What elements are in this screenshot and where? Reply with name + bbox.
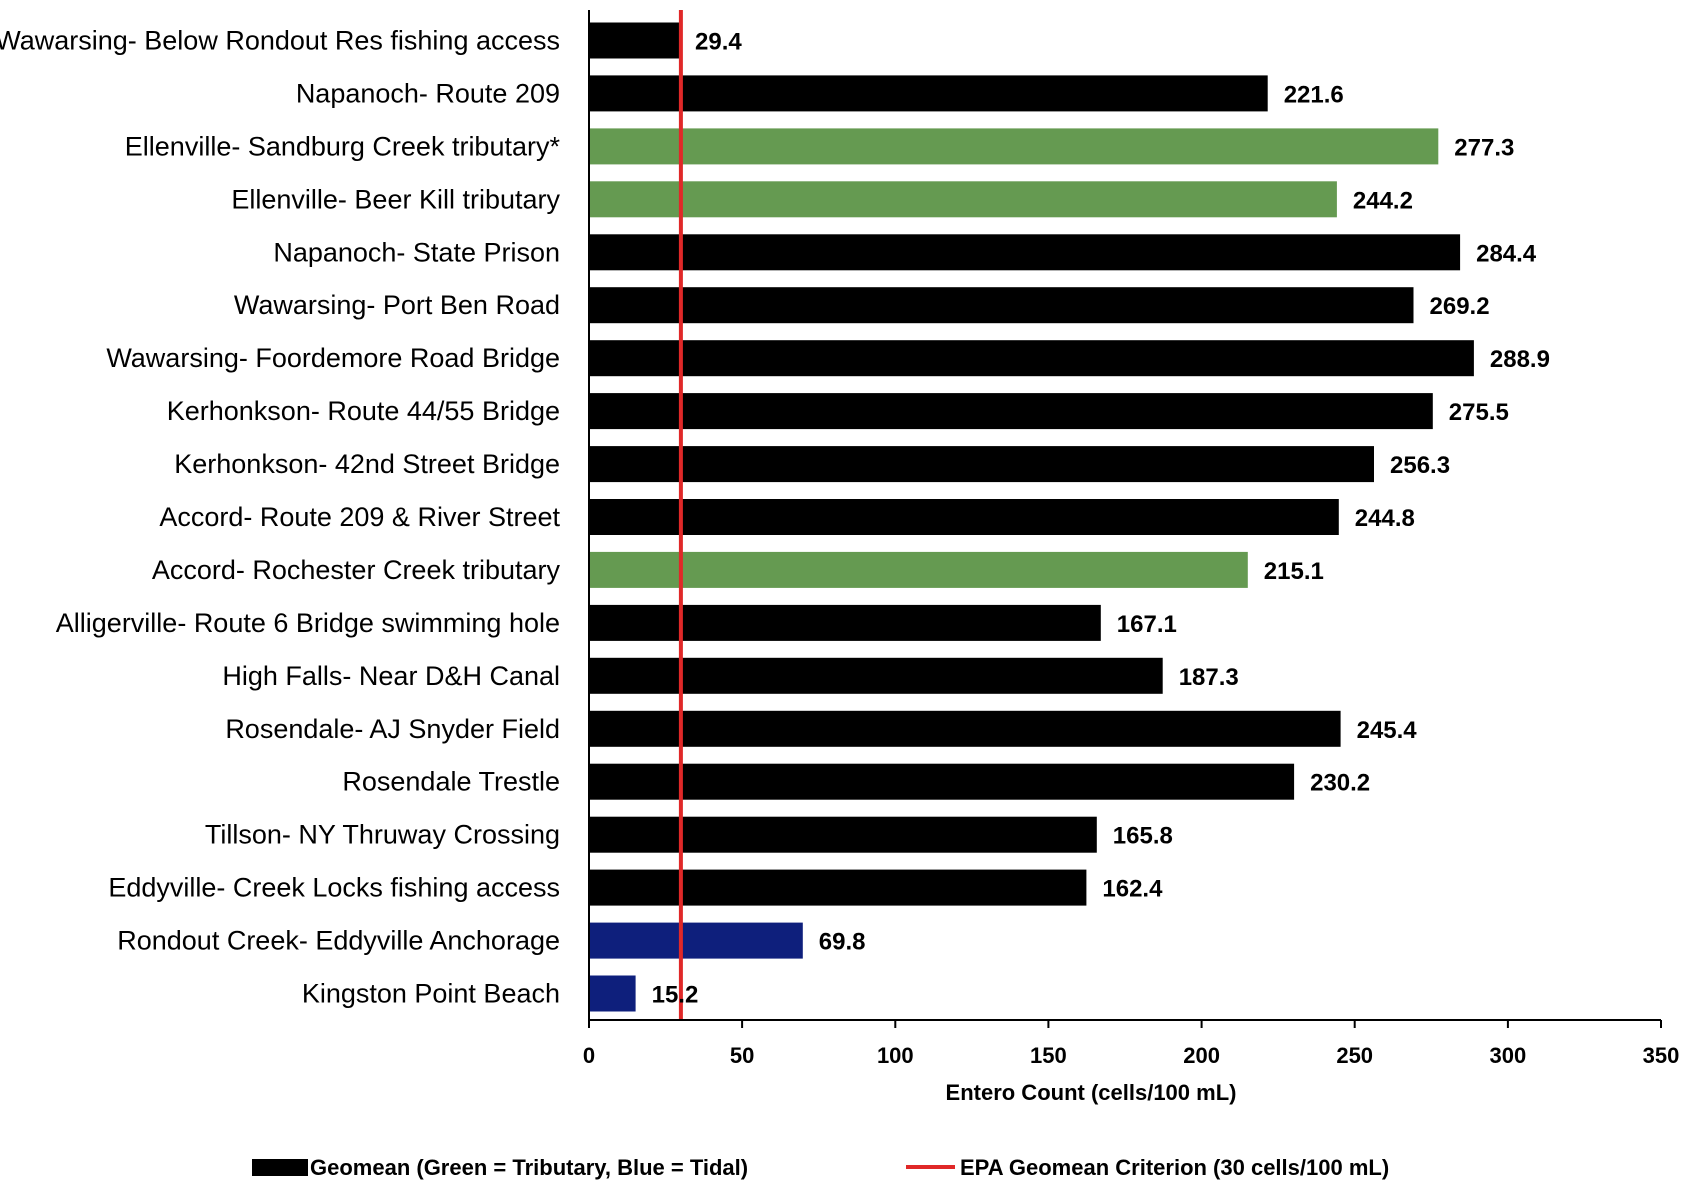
bar: [589, 975, 636, 1012]
data-label: 269.2: [1430, 293, 1490, 320]
category-label: Wawarsing- Below Rondout Res fishing acc…: [0, 26, 560, 56]
data-label: 277.3: [1454, 134, 1514, 161]
data-label: 245.4: [1357, 717, 1418, 744]
axis-layer: 0 50 100 150 200 250 300 350: [583, 10, 1679, 1068]
bar: [589, 393, 1433, 430]
category-label: Kingston Point Beach: [302, 979, 560, 1009]
bar: [589, 710, 1341, 747]
data-label: 244.8: [1355, 505, 1415, 532]
data-label: 29.4: [695, 29, 742, 56]
data-label: 288.9: [1490, 346, 1550, 373]
bar: [589, 657, 1163, 694]
category-label: Rondout Creek- Eddyville Anchorage: [117, 926, 560, 956]
data-label: 221.6: [1284, 81, 1344, 108]
x-tick-label: 150: [1030, 1043, 1067, 1068]
data-label: 275.5: [1449, 399, 1509, 426]
bar: [589, 869, 1087, 906]
x-tick-label: 350: [1643, 1043, 1680, 1068]
category-label: Ellenville- Beer Kill tributary: [231, 184, 560, 214]
bar: [589, 340, 1474, 377]
category-label: Alligerville- Route 6 Bridge swimming ho…: [56, 608, 560, 638]
category-label: Rosendale Trestle: [342, 767, 560, 797]
category-label: Tillson- NY Thruway Crossing: [205, 820, 560, 850]
x-tick-label: 200: [1183, 1043, 1220, 1068]
bars-layer: [589, 10, 1474, 1020]
labels-layer: Wawarsing- Below Rondout Res fishing acc…: [0, 26, 1550, 1009]
x-tick-label: 0: [583, 1043, 595, 1068]
data-label: 256.3: [1390, 452, 1450, 479]
bar: [589, 604, 1101, 641]
x-tick-label: 300: [1490, 1043, 1527, 1068]
category-label: Napanoch- Route 209: [296, 78, 560, 108]
data-label: 187.3: [1179, 664, 1239, 691]
bar: [589, 446, 1374, 483]
category-label: Kerhonkson- 42nd Street Bridge: [174, 449, 560, 479]
bar: [589, 234, 1461, 271]
legend: Geomean (Green = Tributary, Blue = Tidal…: [252, 1155, 1389, 1180]
bar: [589, 287, 1414, 324]
legend-label-geomean: Geomean (Green = Tributary, Blue = Tidal…: [310, 1155, 748, 1180]
bar: [589, 551, 1248, 588]
bar: [589, 499, 1339, 535]
data-label: 165.8: [1113, 823, 1173, 850]
bar: [589, 128, 1439, 165]
bar: [589, 181, 1337, 218]
category-label: Wawarsing- Port Ben Road: [234, 290, 560, 320]
bar: [589, 763, 1295, 800]
x-tick-label: 250: [1336, 1043, 1373, 1068]
x-axis-title: Entero Count (cells/100 mL): [946, 1080, 1237, 1105]
legend-label-criterion: EPA Geomean Criterion (30 cells/100 mL): [960, 1155, 1389, 1180]
data-label: 215.1: [1264, 558, 1324, 585]
data-label: 69.8: [819, 929, 866, 956]
category-label: Rosendale- AJ Snyder Field: [225, 714, 560, 744]
category-label: Ellenville- Sandburg Creek tributary*: [125, 131, 561, 161]
x-tick-label: 50: [730, 1043, 754, 1068]
category-label: Napanoch- State Prison: [273, 237, 560, 267]
data-label: 244.2: [1353, 187, 1413, 214]
bar: [589, 22, 679, 59]
data-label: 230.2: [1310, 770, 1370, 797]
legend-swatch-geomean: [252, 1159, 308, 1176]
category-label: Kerhonkson- Route 44/55 Bridge: [167, 396, 560, 426]
data-label: 167.1: [1117, 611, 1177, 638]
category-label: High Falls- Near D&H Canal: [222, 661, 560, 691]
category-label: Eddyville- Creek Locks fishing access: [108, 873, 560, 903]
category-label: Wawarsing- Foordemore Road Bridge: [106, 343, 560, 373]
data-label: 15.2: [652, 982, 699, 1009]
category-label: Accord- Route 209 & River Street: [159, 502, 560, 532]
data-label: 284.4: [1476, 240, 1537, 267]
category-label: Accord- Rochester Creek tributary: [152, 555, 561, 585]
bar: [589, 922, 803, 959]
data-label: 162.4: [1102, 876, 1163, 903]
bar: [589, 816, 1097, 853]
x-tick-label: 100: [877, 1043, 914, 1068]
bar: [589, 75, 1268, 112]
